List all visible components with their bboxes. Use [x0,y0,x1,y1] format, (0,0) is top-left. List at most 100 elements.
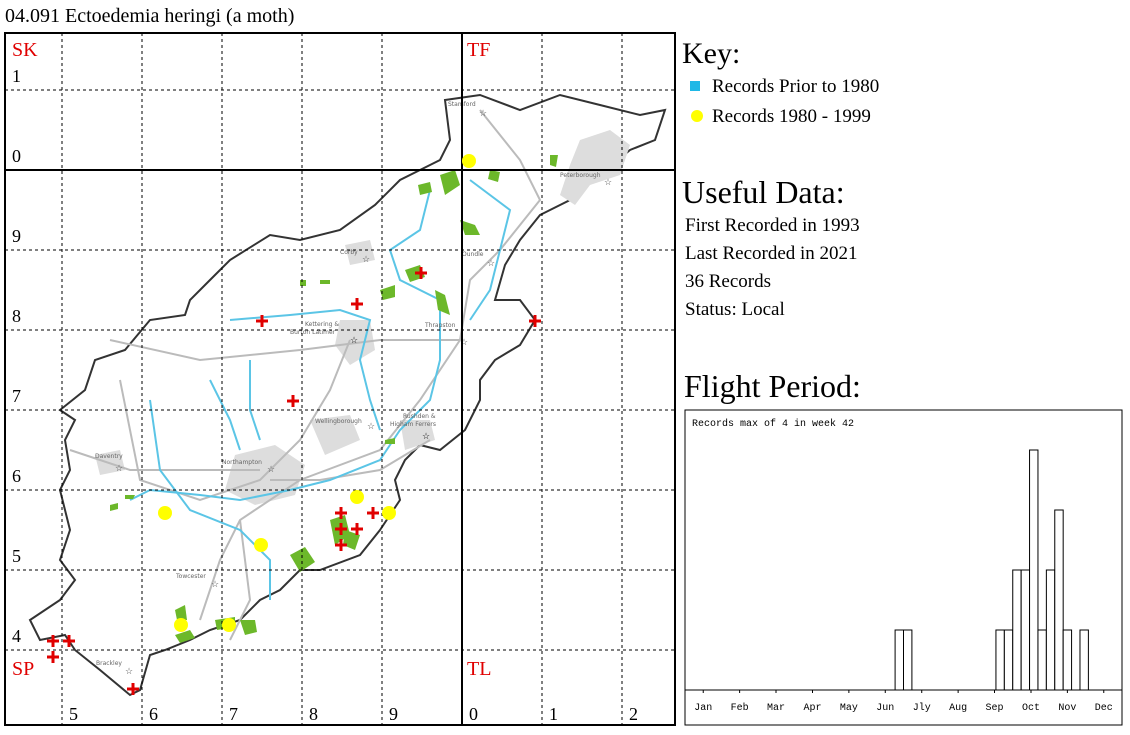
town-marker: ☆ [350,335,358,345]
records [47,154,541,695]
town-marker: ☆ [115,463,123,473]
bar [1003,629,1014,691]
record-cross [529,315,541,327]
bar [1054,509,1064,691]
record-cross [127,683,139,695]
bar [1029,449,1039,691]
bar [894,629,904,691]
record-cross [351,298,363,310]
useful-line: Status: Local [685,299,785,320]
row-label: 8 [12,306,21,326]
bar [1079,629,1089,691]
x-tick-label: Mar [767,703,785,714]
square-label: TL [467,658,491,680]
record-dot [350,490,364,504]
key: Records Prior to 1980 Records 1980 - 1999 [690,76,879,127]
town-label: Burton Latimer [290,329,336,336]
page-title: 04.091 Ectoedemia heringi (a moth) [5,5,294,27]
x-tick-label: Jun [876,703,894,714]
record-cross [335,523,347,535]
x-tick-label: May [840,703,858,714]
x-tick-label: Nov [1058,703,1076,714]
town-marker: ☆ [267,464,275,474]
record-cross [415,267,427,279]
row-label: 5 [12,546,21,566]
town-marker: ☆ [367,421,375,431]
useful-line: First Recorded in 1993 [685,215,860,236]
useful-line: Last Recorded in 2021 [685,243,858,264]
town-label: Oundle [462,251,484,258]
useful-data-title: Useful Data: [682,174,845,210]
row-label: 9 [12,226,21,246]
row-label: 7 [12,386,21,406]
record-cross [256,315,268,327]
key-label: Records Prior to 1980 [712,76,879,97]
x-tick-label: Aug [949,703,967,714]
grid [4,32,676,726]
row-label: 0 [12,146,21,166]
bar [1037,629,1047,691]
town-label: Wellingborough [315,418,362,425]
town-label: Rushden & [403,413,436,420]
chart-title: Flight Period: [684,368,861,404]
col-label: 9 [389,704,398,724]
key-label: Records 1980 - 1999 [712,106,871,127]
town-marker: ☆ [604,177,612,187]
bar [1045,569,1056,691]
town-label: Peterborough [560,172,601,179]
town-label: Kettering & [305,321,339,328]
town-label: Daventry [95,453,123,460]
row-label: 4 [12,626,21,646]
x-tick-label: Feb [731,702,749,714]
bar [1062,629,1073,691]
col-label: 5 [69,704,78,724]
record-cross [47,635,59,647]
row-label: 1 [12,66,21,86]
useful-data: First Recorded in 1993 Last Recorded in 2… [685,215,860,320]
x-tick-label: Jan [694,703,712,714]
key-marker [690,81,700,91]
x-tick-label: Oct [1022,703,1040,714]
col-label: 1 [549,704,558,724]
col-label: 6 [149,704,158,724]
bar [995,629,1005,691]
map: Stamford☆Peterborough☆Corby☆ Oundle☆Kette… [4,32,676,726]
col-label: 2 [629,704,638,724]
row-label: 6 [12,466,21,486]
town-marker: ☆ [422,431,430,441]
record-cross [335,507,347,519]
record-cross [351,523,363,535]
chart: Jan Feb Mar Apr May Jun Jly Aug Sep Oct Nov Dec [694,449,1113,714]
key-marker [691,110,703,122]
x-tick-label: Jly [913,702,931,714]
town-label: Corby [340,249,358,256]
record-dot [174,618,188,632]
town-marker: ☆ [460,337,468,347]
town-marker: ☆ [422,431,430,441]
bar [903,629,913,691]
town-marker: ☆ [211,579,219,589]
col-label: 0 [469,704,478,724]
x-tick-label: Dec [1095,703,1113,714]
town-marker: ☆ [487,258,495,268]
record-dot [254,538,268,552]
col-label: 8 [309,704,318,724]
record-cross [63,635,75,647]
town-marker: ☆ [479,108,487,118]
x-tick-label: Apr [803,703,821,714]
square-label: SK [12,39,38,61]
roads [69,109,542,641]
record-dot [158,506,172,520]
record-cross [47,651,59,663]
town-marker: ☆ [362,254,370,264]
bar [1020,569,1031,691]
town-label: Brackley [96,660,122,667]
record-cross [335,539,347,551]
record-dot [462,154,476,168]
record-cross [287,395,299,407]
county [28,93,667,697]
col-label: 7 [229,704,238,724]
x-tick-label: Sep [986,703,1004,714]
